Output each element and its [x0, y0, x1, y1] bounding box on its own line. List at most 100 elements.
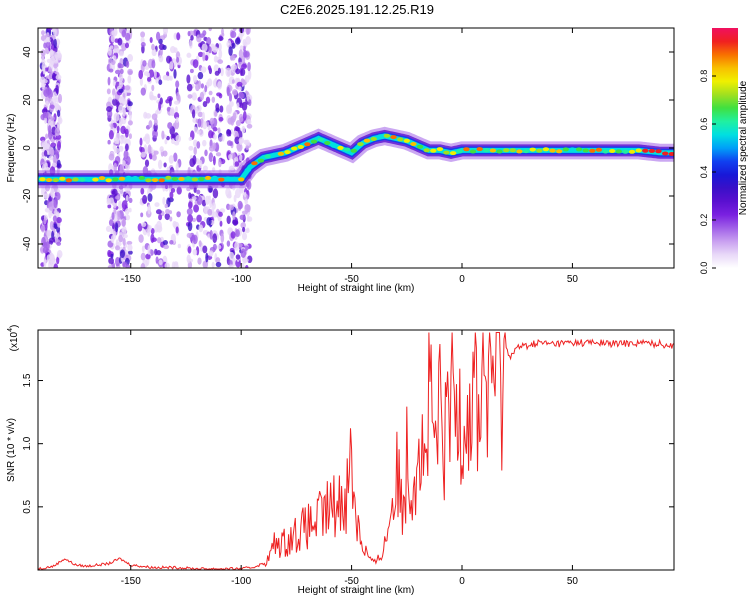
noise-speck: [197, 118, 202, 128]
ridge-blob: [668, 152, 674, 156]
ridge-blob: [145, 178, 152, 183]
colorbar-tick-label: 0.6: [699, 118, 709, 131]
noise-speck: [111, 212, 115, 221]
ridge-blob: [105, 178, 112, 183]
noise-speck: [202, 245, 208, 254]
ridge-blob: [377, 134, 384, 139]
noise-speck: [55, 74, 62, 80]
ridge-blob: [443, 150, 450, 155]
noise-speck: [239, 188, 244, 194]
ridge-blob: [648, 148, 656, 153]
noise-speck: [125, 156, 131, 166]
noise-speck: [125, 214, 131, 221]
noise-speck: [162, 196, 166, 205]
noise-speck: [162, 44, 167, 50]
noise-speck: [118, 88, 124, 93]
noise-speck: [44, 143, 50, 149]
noise-speck: [140, 41, 146, 48]
x-tick-label: -150: [121, 576, 141, 587]
noise-speck: [193, 126, 198, 134]
ridge-blob: [569, 147, 576, 152]
noise-speck: [232, 28, 237, 32]
noise-speck: [234, 156, 239, 163]
noise-speck: [196, 214, 202, 223]
noise-speck: [55, 84, 59, 95]
colorbar: 0.0 0.2 0.4 0.6 0.8 Normalized spectral ampl…: [699, 28, 749, 274]
ridge-blob: [218, 177, 225, 182]
snr-panel: -150 -100 -50 0 50 0.5 1.0 1.5 Height of strai…: [6, 325, 675, 596]
noise-speck: [151, 43, 155, 51]
ridge-blob: [456, 149, 463, 154]
noise-speck: [128, 197, 133, 204]
noise-speck: [205, 96, 211, 104]
noise-speck: [148, 225, 152, 231]
noise-speck: [141, 222, 147, 228]
noise-speck: [228, 105, 233, 114]
noise-speck: [211, 202, 216, 210]
noise-speck: [145, 113, 152, 119]
noise-speck: [215, 261, 222, 268]
ridge-blob: [39, 177, 46, 182]
ridge-blob: [310, 139, 318, 144]
noise-speck: [45, 241, 50, 251]
ridge-blob: [516, 149, 523, 154]
noise-speck: [106, 106, 113, 113]
noise-speck: [187, 94, 193, 99]
noise-speck: [138, 234, 144, 243]
noise-speck: [235, 254, 241, 260]
noise-speck: [211, 96, 216, 103]
noise-speck: [196, 189, 201, 195]
noise-speck: [165, 99, 170, 104]
ridge-blob: [602, 149, 609, 154]
noise-speck: [140, 37, 145, 44]
ridge-blob: [138, 175, 145, 180]
noise-speck: [140, 151, 146, 158]
ridge-blob: [463, 147, 470, 152]
noise-speck: [119, 72, 124, 83]
noise-speck: [41, 186, 45, 197]
ridge-blob: [383, 133, 391, 138]
noise-speck: [228, 101, 234, 107]
noise-speck: [114, 69, 121, 75]
ridge-blob: [72, 177, 79, 182]
ridge-blob: [178, 177, 185, 181]
noise-speck: [238, 49, 244, 59]
noise-speck: [167, 122, 173, 130]
y-tick-label: 1.0: [22, 436, 33, 450]
noise-speck: [231, 89, 238, 96]
noise-speck: [238, 113, 244, 123]
ridge-blob: [251, 161, 258, 166]
noise-speck: [112, 48, 118, 54]
noise-speck: [217, 127, 221, 134]
noise-speck: [106, 198, 111, 205]
noise-speck: [191, 196, 197, 201]
noise-speck: [121, 29, 126, 38]
noise-speck: [42, 66, 46, 75]
noise-speck: [153, 69, 157, 79]
noise-speck: [158, 54, 164, 63]
noise-speck: [169, 75, 173, 81]
noise-speck: [127, 54, 134, 62]
noise-speck: [153, 96, 157, 101]
noise-speck: [162, 150, 168, 157]
noise-speck: [57, 93, 63, 104]
noise-speck: [50, 187, 55, 198]
noise-speck: [197, 257, 202, 265]
noise-speck: [124, 85, 131, 91]
ridge-blob: [52, 178, 59, 183]
noise-speck: [176, 186, 182, 195]
noise-speck: [57, 117, 63, 125]
noise-speck: [47, 28, 53, 31]
noise-speck: [239, 45, 244, 51]
noise-speck: [169, 107, 175, 117]
noise-speck: [214, 110, 218, 117]
noise-speck: [127, 120, 133, 126]
noise-speck: [156, 237, 162, 244]
ridge-blob: [469, 149, 477, 154]
ridge-blob: [595, 147, 603, 152]
noise-speck: [236, 142, 243, 152]
noise-speck: [234, 136, 240, 145]
noise-speck: [241, 63, 248, 70]
noise-speck: [54, 51, 59, 60]
noise-speck: [53, 67, 59, 72]
